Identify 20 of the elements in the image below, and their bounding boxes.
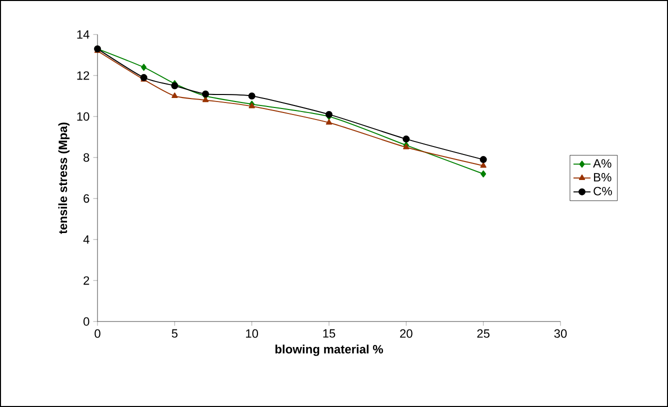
x-tick-label: 0: [94, 329, 100, 338]
y-tick-label: 4: [83, 235, 90, 244]
y-tick-label: 10: [77, 112, 90, 121]
y-tick-label: 12: [77, 71, 90, 80]
y-tick-label: 14: [77, 30, 90, 39]
x-tick-label: 30: [554, 329, 567, 338]
y-axis-title: tensile stress (Mpa): [58, 122, 70, 234]
x-axis-title: blowing material %: [275, 344, 384, 356]
x-tick-label: 5: [172, 329, 178, 338]
legend-label: C%: [594, 186, 612, 196]
x-tick-label: 15: [323, 329, 336, 338]
x-tick-label: 25: [477, 329, 490, 338]
y-tick-label: 0: [84, 317, 90, 326]
y-tick-label: 6: [84, 194, 90, 203]
legend-label: A%: [593, 159, 612, 168]
x-tick-label: 10: [246, 329, 258, 338]
y-tick-label: 8: [84, 153, 90, 162]
y-tick-label: 2: [84, 276, 90, 285]
legend-label: B%: [594, 173, 612, 182]
x-tick-label: 20: [400, 329, 412, 338]
